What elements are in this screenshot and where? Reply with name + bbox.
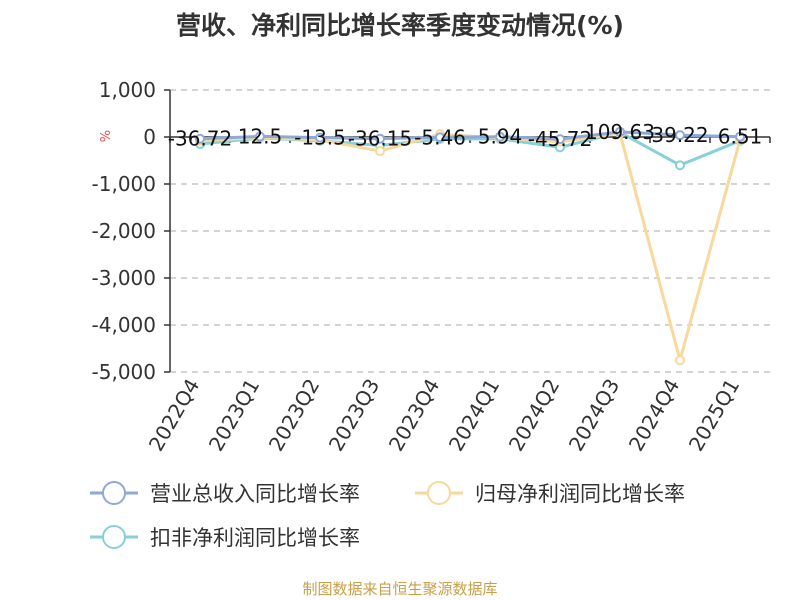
x-tick-label: 2023Q4 [384, 375, 444, 456]
legend-label: 扣非净利润同比增长率 [150, 526, 360, 550]
y-tick-label: 0 [143, 125, 156, 149]
gridlines [170, 89, 770, 373]
data-point [555, 134, 565, 145]
data-point [375, 146, 385, 157]
data-point [255, 131, 265, 142]
data-labels: -36.72 12.5 -13.5 -36.15 -5.46 5.94 -45.72109.… [168, 120, 763, 151]
data-label: -13.5 [294, 126, 346, 150]
legend-item[interactable]: 扣非净利润同比增长率 [90, 525, 360, 550]
y-tick-label: -1,000 [92, 172, 156, 196]
legend-label: 营业总收入同比增长率 [150, 482, 360, 506]
x-tick-label: 2022Q4 [144, 375, 204, 456]
data-point [735, 131, 745, 142]
chart-title: 营收、净利同比增长率季度变动情况(%) [176, 11, 624, 40]
series-lines [195, 126, 745, 367]
data-label: 5.94 [478, 125, 523, 149]
y-tick-label: -2,000 [92, 219, 156, 243]
x-tick-label: 2024Q1 [444, 375, 504, 456]
legend-item[interactable]: 营业总收入同比增长率 [90, 481, 360, 506]
data-label: 109.63 [585, 120, 655, 144]
y-tick-label: 1,000 [99, 78, 156, 102]
y-tick-label: -3,000 [92, 266, 156, 290]
data-point [675, 355, 685, 366]
series-line [199, 131, 742, 367]
legend-label: 归母净利润同比增长率 [475, 482, 685, 506]
legend-marker [102, 525, 126, 549]
data-label: 39.22 [651, 123, 708, 147]
data-point [675, 130, 685, 141]
x-tick-label: 2023Q1 [204, 375, 264, 456]
data-label: 12.5 [238, 124, 283, 148]
x-tick-label: 2023Q2 [264, 375, 324, 456]
legend-marker [427, 481, 451, 505]
data-label: 6.51 [718, 125, 763, 149]
legend-item[interactable]: 归母净利润同比增长率 [415, 481, 685, 506]
legend-marker [102, 481, 126, 505]
data-label: -45.72 [528, 127, 592, 151]
data-point [615, 126, 625, 137]
x-tick-label: 2025Q1 [684, 375, 744, 456]
data-label: -36.15 [348, 127, 412, 151]
y-tick-label: -4,000 [92, 313, 156, 337]
data-point [675, 160, 685, 171]
y-unit-label: % [99, 130, 114, 142]
x-tick-label: 2024Q2 [504, 375, 564, 456]
data-point [195, 133, 205, 144]
y-tick-label: -5,000 [92, 360, 156, 384]
source-note: 制图数据来自恒生聚源数据库 [302, 580, 497, 598]
data-label: -5.46 [414, 125, 466, 149]
data-point [495, 131, 505, 142]
x-tick-label: 2023Q3 [324, 375, 384, 456]
x-tick-label: 2024Q4 [624, 375, 684, 456]
data-point [435, 132, 445, 143]
data-point [315, 132, 325, 143]
data-point [375, 133, 385, 144]
series-line [199, 130, 741, 141]
x-tick-label: 2024Q3 [564, 375, 624, 456]
data-label: -36.72 [168, 127, 232, 151]
